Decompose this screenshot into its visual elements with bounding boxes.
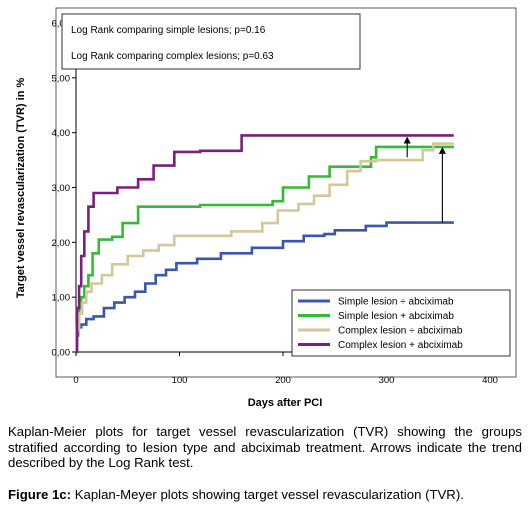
- y-tick-label: 5,00: [52, 73, 71, 84]
- series-line-2: [75, 145, 454, 354]
- legend-label: Complex lesion + abciximab: [338, 340, 463, 351]
- x-tick-label: 400: [482, 375, 498, 386]
- caption-text: Kaplan-Meier plots for target vessel rev…: [8, 424, 522, 471]
- legend-label: Complex lesion ÷ abciximab: [338, 326, 463, 337]
- x-tick-label: 100: [172, 375, 188, 386]
- series-line-4: [75, 134, 454, 354]
- legend-label: Simple lesion + abciximab: [338, 311, 454, 322]
- x-tick-label: 0: [73, 375, 78, 386]
- series-line-3: [75, 142, 454, 354]
- annotation-text: Log Rank comparing simple lesions; p=0.1…: [71, 25, 266, 36]
- annotation-text: Log Rank comparing complex lesions; p=0.…: [71, 51, 274, 62]
- legend-label: Simple lesion ÷ abciximab: [338, 297, 454, 308]
- kaplan-meier-chart: 0,00 1,00 2,00 3,00 4,00 5,00 6,00 0 100 200 300 40…: [15, 7, 517, 409]
- y-tick-label: 6,00: [52, 19, 71, 30]
- y-tick-label: 3,00: [52, 183, 71, 194]
- y-tick-label: 4,00: [52, 128, 71, 139]
- figure-caption: Figure 1c: Kaplan-Meyer plots showing ta…: [8, 487, 522, 503]
- trend-arrow-head: [438, 146, 446, 154]
- x-tick-label: 200: [275, 375, 291, 386]
- y-tick-label: 0,00: [52, 348, 71, 359]
- annotation-box: [61, 13, 361, 70]
- y-tick-label: 2,00: [52, 238, 71, 249]
- figure-label: Figure 1c:: [8, 487, 72, 502]
- figure-title: Kaplan-Meyer plots showing target vessel…: [71, 487, 464, 502]
- series-line-1: [75, 221, 454, 354]
- x-axis-title: Days after PCI: [248, 397, 323, 409]
- y-axis-title: Target vessel revascularization (TVR) in…: [15, 78, 27, 299]
- y-tick-label: 1,00: [52, 293, 71, 304]
- trend-arrow-head: [403, 136, 411, 144]
- x-tick-label: 300: [379, 375, 395, 386]
